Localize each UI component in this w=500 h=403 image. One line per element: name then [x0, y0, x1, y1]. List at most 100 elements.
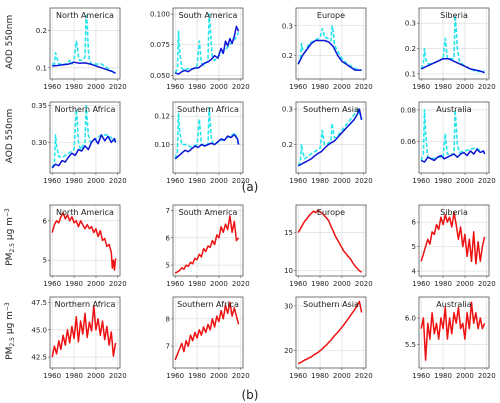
x-tick-label: 2000	[210, 280, 228, 288]
x-tick-label: 2000	[456, 177, 474, 185]
x-tick-label: 2020	[355, 177, 373, 185]
x-tick-label: 2020	[478, 372, 496, 380]
panel-title: Northern Africa	[55, 105, 116, 114]
y-tick-label: 5	[166, 262, 170, 270]
x-tick-label: 2000	[456, 280, 474, 288]
series-line-main	[174, 25, 240, 75]
x-tick-label: 2000	[456, 372, 474, 380]
x-tick-label: 2000	[87, 280, 105, 288]
aod-ylabel-top: AOD 550nm	[5, 15, 15, 70]
y-tick-label: 45.0	[31, 326, 47, 334]
x-tick-label: 2020	[109, 177, 127, 185]
panel-a-southern-asia: Southern Asia 1960 1980 2000 2020 0.2 0.3	[282, 101, 373, 185]
x-tick-label: 1980	[434, 372, 452, 380]
y-tick-label: 0.2	[282, 52, 293, 60]
x-tick-label: 1960	[166, 83, 184, 91]
series-line-main	[52, 61, 116, 75]
x-tick-label: 2020	[232, 177, 250, 185]
x-tick-label: 1960	[412, 177, 430, 185]
pm-ylabel-bottom: PM2.5 μg m−3	[4, 302, 16, 360]
panel-b-siberia: Siberia 1960 1980 2000 2020 4 5 6	[412, 204, 496, 288]
x-tick-label: 2000	[333, 372, 351, 380]
x-tick-label: 1960	[289, 83, 307, 91]
x-tick-label: 2000	[210, 83, 228, 91]
y-tick-label: 0.10	[154, 141, 170, 149]
pm-ylabel-top: PM2.5 μg m−3	[4, 208, 16, 266]
panel-a-southern-africa: Southern Africa 1960 1980 2000 2020 0.10 0.12	[154, 101, 250, 185]
x-tick-label: 1960	[166, 177, 184, 185]
series-line-main	[297, 108, 363, 167]
x-tick-label: 1980	[311, 280, 329, 288]
y-tick-label: 0.050	[150, 72, 170, 80]
panel-title: North America	[56, 11, 114, 20]
y-tick-label: 6	[166, 234, 171, 242]
y-tick-label: 5	[43, 257, 47, 265]
axes-frame	[418, 296, 490, 369]
panel-title: North America	[56, 208, 114, 217]
x-tick-label: 1980	[188, 177, 206, 185]
panel-b-northern-africa: Northern Africa 1960 1980 2000 2020 42.5 45.0 4…	[31, 296, 127, 380]
y-tick-label: 0.075	[150, 41, 170, 49]
panel-title: Siberia	[440, 11, 468, 20]
x-tick-label: 2020	[355, 280, 373, 288]
series-line-pm	[420, 211, 486, 265]
panel-title: Northern Africa	[55, 300, 116, 309]
part-a-label: (a)	[242, 180, 259, 194]
x-tick-label: 1980	[434, 83, 452, 91]
series-line-pm	[420, 301, 486, 361]
x-tick-label: 1980	[311, 372, 329, 380]
x-tick-label: 2020	[232, 372, 250, 380]
x-tick-label: 1960	[43, 83, 61, 91]
panel-title: Southern Africa	[177, 105, 239, 114]
x-tick-label: 1960	[43, 280, 61, 288]
x-tick-label: 2000	[87, 83, 105, 91]
series-line-main	[51, 134, 117, 169]
x-tick-label: 2020	[355, 372, 373, 380]
panels: North America 1960 1980 2000 2020 0.1 0.2 South…	[31, 7, 496, 380]
y-tick-label: 0.1	[405, 70, 416, 78]
axes-frame	[295, 296, 367, 369]
y-tick-label: 0.2	[282, 141, 293, 149]
y-tick-label: 47.5	[31, 299, 47, 307]
x-tick-label: 1960	[412, 280, 430, 288]
x-tick-label: 1980	[188, 280, 206, 288]
x-tick-label: 1980	[65, 177, 83, 185]
panel-title: South America	[179, 208, 238, 217]
panel-title: Southern Asia	[303, 105, 359, 114]
x-tick-label: 1980	[311, 83, 329, 91]
y-tick-label: 8	[166, 315, 170, 323]
y-tick-label: 0.06	[400, 138, 416, 146]
panel-a-europe: Europe 1960 1980 2000 2020 0.2 0.3	[282, 7, 373, 91]
panel-title: Australia	[436, 300, 471, 309]
y-tick-label: 6.0	[405, 315, 416, 323]
series-line-pm	[297, 300, 363, 365]
x-tick-label: 1980	[65, 372, 83, 380]
x-tick-label: 1980	[65, 83, 83, 91]
series-line-peak	[420, 109, 485, 161]
x-tick-label: 2000	[333, 177, 351, 185]
y-tick-label: 0.12	[154, 113, 170, 121]
y-tick-label: 10	[284, 267, 293, 275]
series-line-peak	[52, 14, 116, 75]
panel-title: Europe	[317, 208, 345, 217]
y-tick-label: 20	[284, 347, 293, 355]
series-line-pm	[297, 209, 363, 273]
panel-title: Australia	[436, 105, 471, 114]
series-line-pm	[51, 212, 117, 271]
x-tick-label: 2020	[478, 280, 496, 288]
panel-a-australia: Australia 1960 1980 2000 2020 0.06 0.08	[400, 101, 496, 185]
y-tick-label: 42.5	[31, 354, 47, 362]
y-tick-label: 0.1	[36, 64, 47, 72]
x-tick-label: 1960	[412, 372, 430, 380]
x-tick-label: 2020	[109, 280, 127, 288]
x-tick-label: 1960	[166, 280, 184, 288]
x-tick-label: 2020	[232, 280, 250, 288]
panel-b-north-america: North America 1960 1980 2000 2020 5 6	[43, 204, 127, 288]
axes-frame	[49, 7, 121, 80]
series-line-peak	[420, 14, 485, 73]
x-tick-label: 2020	[355, 83, 373, 91]
y-tick-label: 0.3	[282, 22, 293, 30]
axes-frame	[295, 101, 367, 174]
x-tick-label: 1960	[166, 372, 184, 380]
